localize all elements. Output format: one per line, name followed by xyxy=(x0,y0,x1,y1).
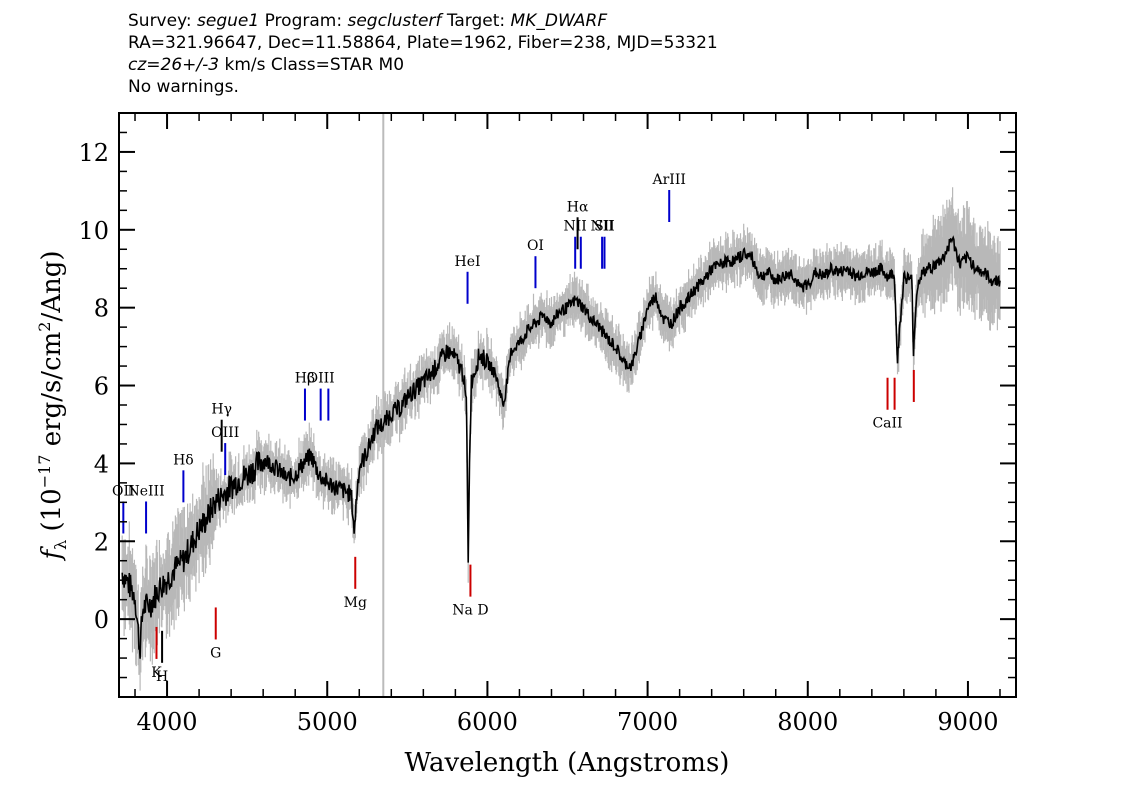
y-label-mid: (10 xyxy=(37,488,67,540)
x-tick-label: 7000 xyxy=(617,708,678,736)
absorption-line-label: H xyxy=(156,669,168,685)
x-tick-label: 6000 xyxy=(457,708,518,736)
y-label-exp2: 2 xyxy=(35,322,54,332)
program-value: segclusterf xyxy=(347,11,442,31)
target-label: Target: xyxy=(446,11,506,31)
header-line-coordinates: RA=321.96647, Dec=11.58864, Plate=1962, … xyxy=(128,33,718,53)
absorption-line-label: Na D xyxy=(452,603,488,619)
y-label-sub: λ xyxy=(51,540,70,550)
axis-layer: 4000 5000 6000 7000 8000 9000 0 2 4 6 8 10 12 xyxy=(78,113,1016,736)
y-label-end: /Ang) xyxy=(37,250,67,321)
emission-line-label: HeI xyxy=(455,254,481,270)
cz-rest: km/s Class=STAR M0 xyxy=(224,55,405,75)
y-label-post: erg/s/cm xyxy=(37,332,67,455)
x-tick-label: 5000 xyxy=(297,708,358,736)
program-label: Program: xyxy=(264,11,343,31)
emission-line-label: SII xyxy=(594,219,615,235)
x-tick-label: 9000 xyxy=(937,708,998,736)
emission-line-label: Hα xyxy=(567,199,589,215)
absorption-line-label: G xyxy=(210,645,221,661)
emission-line-label: NII xyxy=(590,219,613,235)
survey-value: segue1 xyxy=(197,11,260,31)
y-tick-label: 12 xyxy=(78,139,109,167)
error-band xyxy=(121,187,1001,691)
emission-line-label: Hδ xyxy=(173,452,194,468)
emission-line-label: OI xyxy=(527,238,544,254)
emission-line-label: ArIII xyxy=(652,172,686,188)
emission-line-label: NII xyxy=(564,219,587,235)
target-value: MK_DWARF xyxy=(510,11,608,31)
x-tick-label: 8000 xyxy=(777,708,838,736)
absorption-line-label: CaII xyxy=(872,416,902,432)
header-line-redshift: cz=26+/-3 km/s Class=STAR M0 xyxy=(128,54,718,76)
y-tick-label: 2 xyxy=(94,528,109,556)
x-axis-label: Wavelength (Angstroms) xyxy=(405,748,730,778)
y-tick-label: 6 xyxy=(94,373,109,401)
emission-line-label: OIII xyxy=(211,425,239,441)
y-tick-label: 10 xyxy=(78,217,109,245)
y-tick-label: 0 xyxy=(94,606,109,634)
y-axis-label: fλ (10−17 erg/s/cm2/Ang) xyxy=(35,250,70,561)
emission-line-label: OIII xyxy=(307,371,335,387)
emission-line-label: NeIII xyxy=(127,483,164,499)
spectral-lines-layer: OIINeIIIHδHγOIIIHβOIIIHeIOINIIHαNIISIIAr… xyxy=(112,172,915,685)
error-band-layer xyxy=(121,187,1001,691)
y-tick-label: 8 xyxy=(94,295,109,323)
y-tick-label: 4 xyxy=(94,450,109,478)
x-tick-label: 4000 xyxy=(137,708,198,736)
emission-line-label: Hγ xyxy=(211,402,232,418)
absorption-line-label: Mg xyxy=(344,595,367,611)
cz-value: cz=26+/-3 xyxy=(128,55,220,75)
emission-line-label: Hβ xyxy=(295,371,315,387)
spectrum-header: Survey: segue1 Program: segclusterf Targ… xyxy=(128,10,718,98)
spectrum-line xyxy=(121,235,1001,659)
emission-line-label: OII xyxy=(112,483,135,499)
survey-label: Survey: xyxy=(128,11,192,31)
y-label-exp: −17 xyxy=(35,455,54,489)
absorption-line-label: K xyxy=(151,665,162,681)
series-layer xyxy=(121,235,1001,659)
header-line-survey: Survey: segue1 Program: segclusterf Targ… xyxy=(128,10,718,32)
header-line-warnings: No warnings. xyxy=(128,77,239,97)
